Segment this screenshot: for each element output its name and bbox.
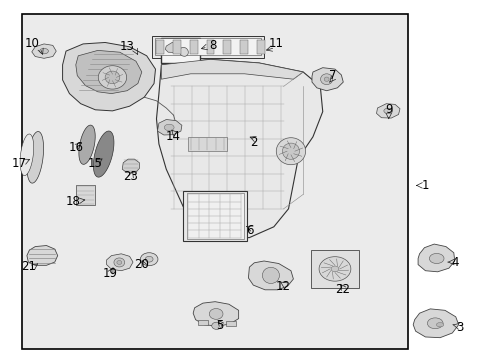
Bar: [206, 40, 214, 54]
Text: 21: 21: [21, 260, 36, 273]
Polygon shape: [156, 59, 322, 238]
Bar: [151, 36, 264, 58]
Ellipse shape: [435, 323, 443, 327]
Polygon shape: [27, 131, 43, 183]
Text: 20: 20: [134, 258, 149, 271]
Polygon shape: [76, 50, 142, 94]
Text: 1: 1: [421, 179, 428, 192]
Text: 12: 12: [276, 280, 290, 293]
Ellipse shape: [40, 49, 48, 54]
Bar: [183, 191, 246, 241]
Bar: [310, 250, 359, 288]
Text: 4: 4: [450, 256, 458, 269]
Polygon shape: [417, 244, 454, 272]
Bar: [256, 40, 264, 54]
Bar: [225, 321, 235, 326]
Polygon shape: [193, 302, 238, 326]
Ellipse shape: [262, 267, 279, 284]
Ellipse shape: [320, 74, 332, 85]
Bar: [186, 193, 243, 239]
Ellipse shape: [105, 71, 120, 84]
Text: 19: 19: [102, 267, 117, 280]
Bar: [76, 185, 95, 205]
Bar: [173, 40, 181, 54]
Text: 23: 23: [123, 170, 138, 183]
Bar: [240, 40, 247, 54]
Polygon shape: [27, 246, 58, 265]
Ellipse shape: [117, 261, 122, 264]
Polygon shape: [62, 42, 155, 111]
Ellipse shape: [179, 48, 188, 56]
Text: 18: 18: [66, 195, 81, 208]
Ellipse shape: [383, 108, 392, 114]
Bar: [189, 40, 197, 54]
Text: 9: 9: [384, 103, 392, 116]
Text: 13: 13: [120, 40, 134, 53]
Text: 6: 6: [245, 224, 253, 237]
Bar: [188, 137, 227, 151]
Ellipse shape: [98, 66, 126, 89]
Ellipse shape: [428, 253, 443, 264]
Ellipse shape: [324, 77, 328, 81]
Text: 7: 7: [328, 69, 336, 82]
Text: 8: 8: [208, 39, 216, 51]
Bar: [198, 320, 207, 325]
Polygon shape: [412, 309, 458, 338]
Polygon shape: [79, 125, 95, 164]
Ellipse shape: [427, 318, 442, 329]
Text: 10: 10: [24, 37, 39, 50]
Polygon shape: [311, 68, 343, 91]
Circle shape: [330, 266, 338, 272]
Ellipse shape: [276, 138, 305, 165]
Circle shape: [211, 322, 221, 329]
Polygon shape: [93, 131, 114, 177]
Ellipse shape: [164, 124, 174, 131]
Polygon shape: [161, 59, 303, 79]
Text: 2: 2: [250, 136, 258, 149]
Polygon shape: [106, 254, 133, 271]
Text: 16: 16: [68, 141, 83, 154]
Polygon shape: [157, 120, 182, 135]
Polygon shape: [376, 104, 399, 118]
Text: 14: 14: [166, 130, 181, 143]
Ellipse shape: [114, 258, 124, 267]
Bar: [156, 40, 164, 54]
Polygon shape: [122, 159, 139, 173]
Polygon shape: [248, 261, 293, 290]
Bar: [161, 38, 200, 63]
Text: 3: 3: [455, 321, 463, 334]
Text: 15: 15: [88, 157, 102, 170]
Bar: [154, 38, 261, 55]
Bar: [223, 40, 231, 54]
Polygon shape: [20, 134, 34, 176]
Text: 11: 11: [268, 37, 283, 50]
Ellipse shape: [209, 309, 223, 319]
Bar: [22, 14, 407, 349]
Ellipse shape: [282, 143, 299, 159]
Circle shape: [140, 253, 158, 266]
Circle shape: [145, 256, 153, 262]
Polygon shape: [165, 42, 180, 53]
Text: 22: 22: [334, 283, 349, 296]
Text: 17: 17: [12, 157, 27, 170]
Polygon shape: [32, 44, 56, 58]
Text: 5: 5: [216, 319, 224, 332]
Ellipse shape: [319, 257, 350, 281]
